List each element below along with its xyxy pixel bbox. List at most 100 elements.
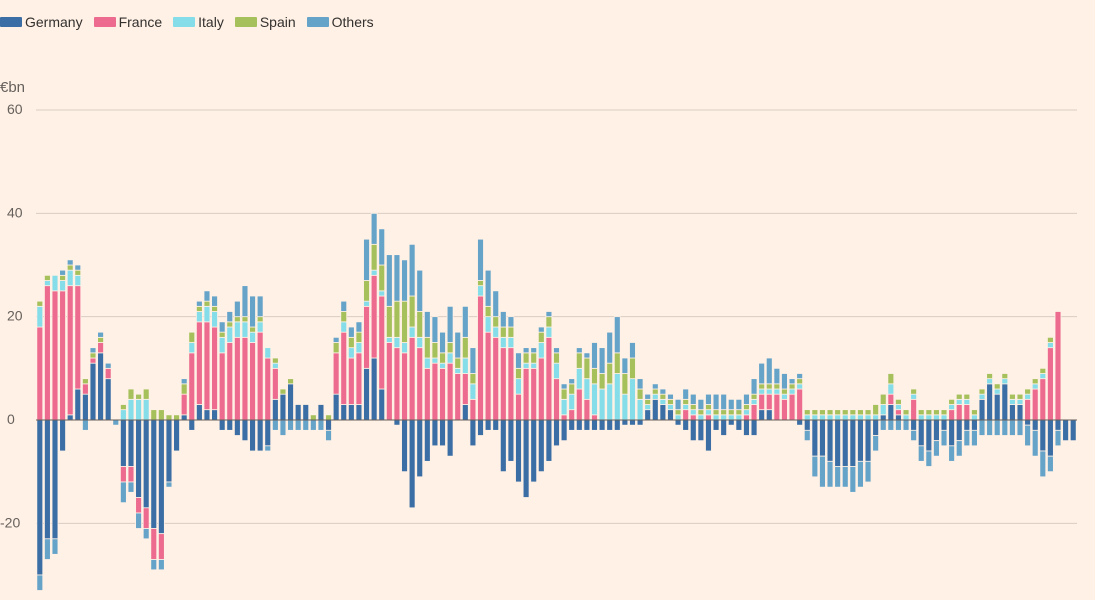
legend-item-others: Others — [306, 14, 374, 30]
bar-segment-france — [211, 326, 218, 411]
bar-segment-spain — [788, 383, 796, 390]
bar-segment-spain — [986, 373, 993, 380]
bar-segment-others — [287, 419, 294, 431]
bar-segment-spain — [59, 274, 66, 281]
bar-segment-spain — [568, 383, 576, 395]
bar-segment-others — [887, 419, 895, 431]
bar-segment-italy — [218, 336, 226, 354]
bar-segment-others — [233, 300, 241, 318]
bar-segment-italy — [781, 393, 788, 400]
bar-segment-germany — [1016, 404, 1024, 421]
bar-segment-italy — [857, 414, 864, 421]
bar-segment-italy — [44, 280, 51, 287]
bar-segment-italy — [636, 398, 644, 421]
bar-segment-others — [864, 460, 872, 483]
bar-segment-italy — [66, 269, 74, 287]
bar-segment-spain — [727, 409, 735, 416]
bar-segment-spain — [484, 305, 492, 318]
bar-segment-spain — [233, 316, 241, 323]
bar-segment-spain — [454, 357, 462, 369]
bar-segment-others — [36, 574, 44, 591]
bar-segment-spain — [423, 336, 431, 359]
bar-segment-italy — [560, 398, 568, 416]
bar-segment-france — [180, 393, 188, 416]
bar-segment-italy — [423, 357, 431, 369]
bar-segment-others — [826, 460, 834, 488]
bar-segment-spain — [408, 295, 416, 328]
bar-segment-spain — [325, 414, 332, 421]
bar-segment-others — [499, 311, 507, 328]
y-axis-unit-label: €bn — [0, 79, 25, 96]
bar-segment-germany — [1024, 419, 1031, 426]
bar-segment-germany — [97, 352, 104, 421]
bar-segment-italy — [340, 321, 348, 333]
bar-segment-others — [363, 238, 370, 281]
bar-segment-spain — [347, 336, 355, 349]
bar-segment-germany — [355, 404, 363, 421]
bar-segment-italy — [211, 311, 218, 328]
bar-segment-france — [522, 367, 530, 421]
bar-segment-italy — [917, 414, 925, 421]
bar-segment-others — [978, 419, 986, 436]
bar-segment-germany — [1047, 419, 1054, 457]
bar-segment-others — [621, 357, 629, 374]
bar-segment-germany — [613, 419, 621, 431]
bar-segment-germany — [1069, 419, 1077, 442]
bar-segment-spain — [120, 404, 127, 411]
bar-segment-italy — [849, 414, 857, 421]
bar-segment-germany — [135, 419, 142, 498]
bar-segment-spain — [477, 280, 484, 287]
bar-segment-others — [469, 347, 477, 374]
bar-segment-italy — [583, 378, 591, 400]
bar-segment-spain — [1016, 393, 1024, 400]
bar-segment-germany — [256, 419, 264, 452]
bar-segment-others — [135, 512, 142, 529]
bar-segment-spain — [74, 269, 82, 276]
bar-segment-germany — [484, 419, 492, 431]
legend-swatch — [173, 17, 196, 27]
bar-segment-others — [750, 378, 758, 395]
bar-segment-germany — [712, 419, 720, 431]
bar-segment-others — [484, 269, 492, 307]
bar-segment-france — [44, 285, 51, 421]
bar-segment-italy — [674, 414, 682, 421]
bar-segment-others — [530, 347, 538, 354]
bar-segment-italy — [644, 404, 652, 411]
bar-segment-germany — [423, 419, 431, 462]
bar-segment-germany — [363, 367, 370, 421]
bar-segment-others — [378, 228, 386, 266]
legend-item-france: France — [93, 14, 162, 30]
bar-segment-others — [294, 419, 302, 431]
bar-segment-others — [857, 460, 864, 488]
bar-segment-spain — [613, 352, 621, 374]
bar-segment-italy — [910, 393, 917, 400]
bar-segment-germany — [849, 419, 857, 467]
bar-segment-spain — [902, 409, 910, 416]
bars — [36, 212, 1077, 591]
bar-segment-germany — [560, 419, 568, 442]
bar-segment-others — [416, 269, 424, 312]
bar-segment-germany — [408, 419, 416, 509]
bar-segment-others — [332, 336, 340, 343]
bar-segment-france — [226, 342, 234, 421]
bar-segment-italy — [135, 398, 142, 421]
bar-segment-italy — [515, 378, 522, 395]
bar-segment-italy — [758, 388, 766, 395]
bar-segment-germany — [431, 419, 439, 447]
bar-segment-italy — [689, 409, 697, 416]
bar-segment-italy — [271, 362, 279, 369]
bar-segment-italy — [826, 414, 834, 421]
bar-segment-germany — [636, 419, 644, 426]
legend-label: Italy — [198, 14, 224, 30]
bar-segment-others — [689, 393, 697, 405]
bar-segment-italy — [948, 404, 955, 411]
bar-segment-france — [682, 409, 690, 421]
legend-item-germany: Germany — [0, 14, 83, 30]
bar-segment-others — [211, 295, 218, 307]
bar-segment-italy — [796, 383, 804, 390]
bar-segment-france — [97, 342, 104, 354]
bar-segment-germany — [765, 409, 773, 421]
bar-segment-italy — [978, 393, 986, 400]
bar-segment-spain — [370, 243, 378, 271]
bar-segment-others — [454, 331, 462, 359]
